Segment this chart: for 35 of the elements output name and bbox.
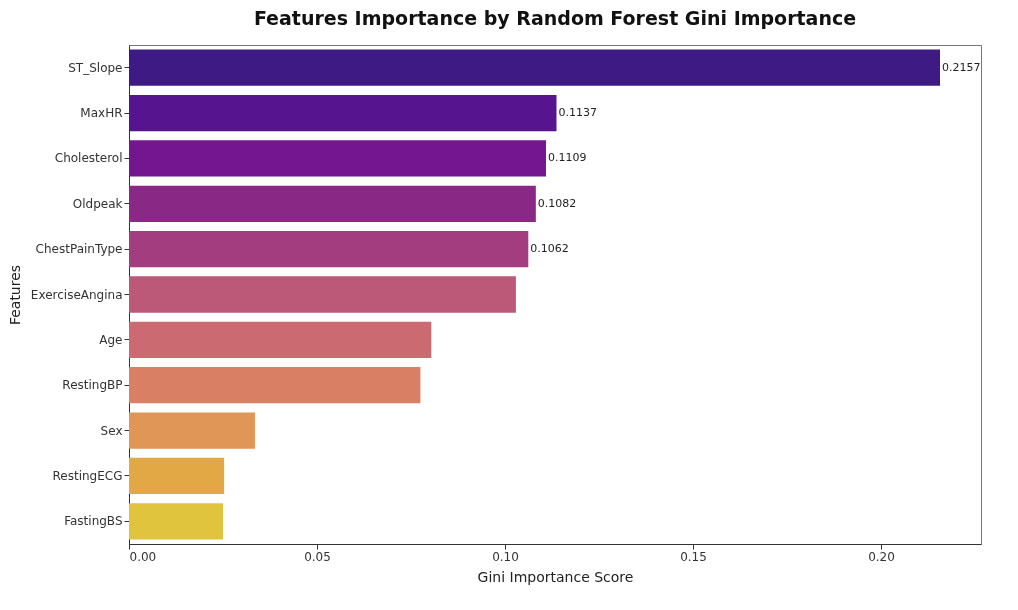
- data-label: 0.1137: [558, 106, 597, 120]
- bar: [129, 367, 421, 404]
- bar: [129, 140, 546, 177]
- y-tick-label: ExerciseAngina: [30, 287, 123, 302]
- bar: [129, 94, 557, 132]
- bar: [129, 185, 536, 222]
- y-tick-label: ST_Slope: [68, 60, 123, 75]
- x-tick-label: 0.00: [129, 549, 157, 564]
- y-tick-label: Cholesterol: [54, 151, 123, 166]
- bar: [129, 49, 941, 86]
- data-label: 0.1082: [537, 196, 577, 210]
- y-tick-label: RestingBP: [62, 378, 123, 393]
- y-tick-label: Oldpeak: [72, 196, 123, 211]
- data-label: 0.1109: [547, 151, 587, 165]
- bar: [129, 503, 223, 540]
- x-tick-label: 0.10: [492, 549, 519, 564]
- x-tick-label: 0.05: [304, 549, 331, 564]
- data-label: 0.1062: [530, 242, 569, 256]
- x-tick-label: 0.20: [868, 549, 895, 564]
- x-axis-title: Gini Importance Score: [477, 568, 634, 585]
- y-tick-label: FastingBS: [64, 514, 123, 529]
- bar: [129, 412, 255, 449]
- chart-title: Features Importance by Random Forest Gini Importance: [253, 7, 857, 29]
- y-tick-label: ChestPainType: [35, 242, 123, 257]
- y-tick-label: Age: [99, 332, 123, 347]
- bar: [129, 276, 516, 313]
- bar: [129, 321, 432, 359]
- y-axis-title: Features: [6, 264, 23, 326]
- bar: [129, 457, 225, 495]
- y-tick-label: MaxHR: [80, 106, 123, 121]
- x-tick-label: 0.15: [680, 549, 707, 564]
- bar: [129, 230, 529, 268]
- y-tick-label: RestingECG: [52, 468, 123, 483]
- data-label: 0.2157: [942, 60, 981, 74]
- y-tick-label: Sex: [100, 423, 123, 438]
